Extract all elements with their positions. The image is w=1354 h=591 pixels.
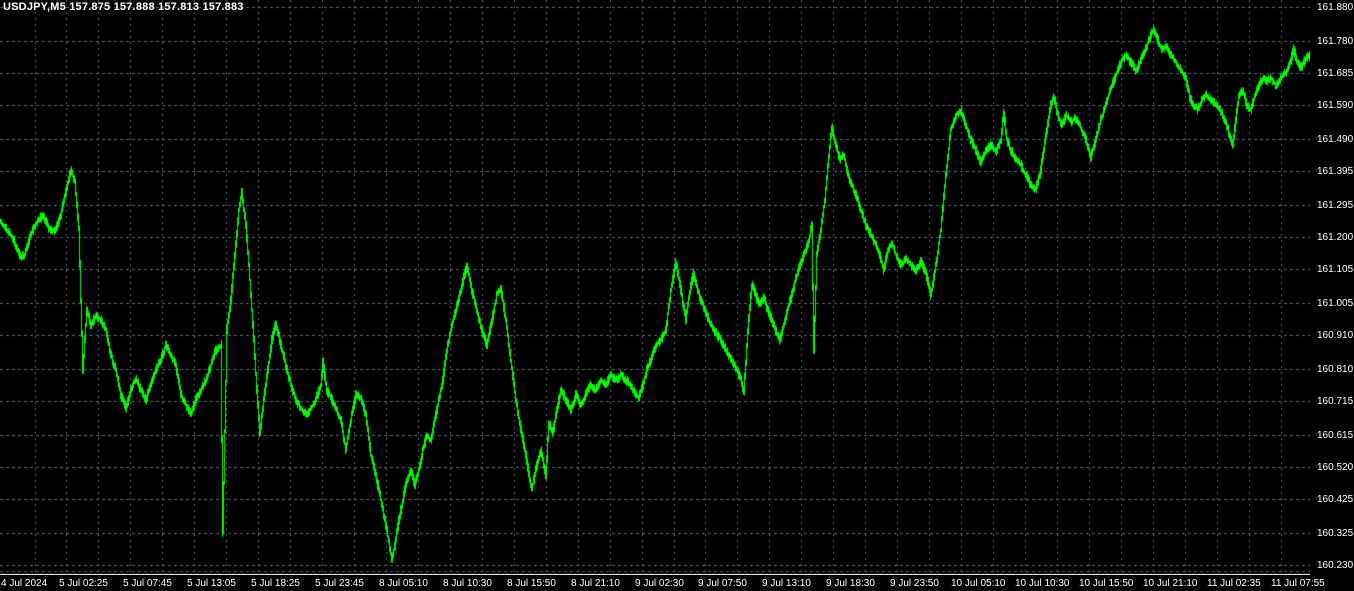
price-axis-label: 160.615 [1317, 430, 1354, 441]
price-axis-label: 161.490 [1317, 134, 1354, 145]
time-axis-label: 8 Jul 05:10 [379, 578, 428, 589]
price-axis-label: 161.105 [1317, 264, 1354, 275]
time-axis-label: 5 Jul 23:45 [315, 578, 364, 589]
price-axis-label: 160.325 [1317, 528, 1354, 539]
time-axis-label: 5 Jul 13:05 [187, 578, 236, 589]
price-axis-label: 160.810 [1317, 364, 1354, 375]
time-axis-label: 8 Jul 10:30 [443, 578, 492, 589]
time-axis-label: 8 Jul 15:50 [507, 578, 556, 589]
chart-title-ohlc: USDJPY,M5 157.875 157.888 157.813 157.88… [3, 1, 244, 13]
price-axis-label: 161.395 [1317, 166, 1354, 177]
time-axis-label: 11 Jul 02:35 [1207, 578, 1261, 589]
price-axis-label: 160.425 [1317, 494, 1354, 505]
time-axis-label: 4 Jul 2024 [1, 578, 48, 589]
time-axis[interactable]: 4 Jul 2024 5 Jul 02:25 5 Jul 07:45 5 Jul 13… [0, 575, 1354, 591]
price-axis-label: 160.520 [1317, 462, 1354, 473]
time-axis-label: 9 Jul 07:50 [698, 578, 747, 589]
time-axis-label: 10 Jul 21:10 [1143, 578, 1198, 589]
price-axis-label: 161.295 [1317, 200, 1354, 211]
price-axis[interactable]: 161.880 161.780 161.685 161.590 161.490 161.3… [1310, 0, 1354, 578]
time-axis-label: 10 Jul 15:50 [1079, 578, 1134, 589]
time-axis-label: 5 Jul 18:25 [251, 578, 300, 589]
time-axis-label: 5 Jul 02:25 [59, 578, 108, 589]
time-axis-label: 11 Jul 07:55 [1271, 578, 1325, 589]
price-axis-label: 160.715 [1317, 396, 1354, 407]
time-axis-label: 10 Jul 10:30 [1015, 578, 1070, 589]
time-axis-label: 9 Jul 18:30 [826, 578, 875, 589]
time-axis-label: 9 Jul 23:50 [890, 578, 939, 589]
time-axis-label: 8 Jul 21:10 [571, 578, 620, 589]
price-axis-label: 160.230 [1317, 560, 1354, 571]
time-axis-label: 9 Jul 02:30 [635, 578, 684, 589]
price-axis-label: 161.685 [1317, 68, 1354, 79]
price-axis-label: 161.200 [1317, 232, 1354, 243]
time-axis-label: 9 Jul 13:10 [762, 578, 811, 589]
price-axis-label: 161.880 [1317, 2, 1354, 13]
price-axis-label: 161.590 [1317, 100, 1354, 111]
price-axis-label: 161.005 [1317, 298, 1354, 309]
time-axis-label: 5 Jul 07:45 [123, 578, 172, 589]
price-axis-label: 161.780 [1317, 36, 1354, 47]
price-axis-label: 160.910 [1317, 330, 1354, 341]
time-axis-label: 10 Jul 05:10 [951, 578, 1006, 589]
